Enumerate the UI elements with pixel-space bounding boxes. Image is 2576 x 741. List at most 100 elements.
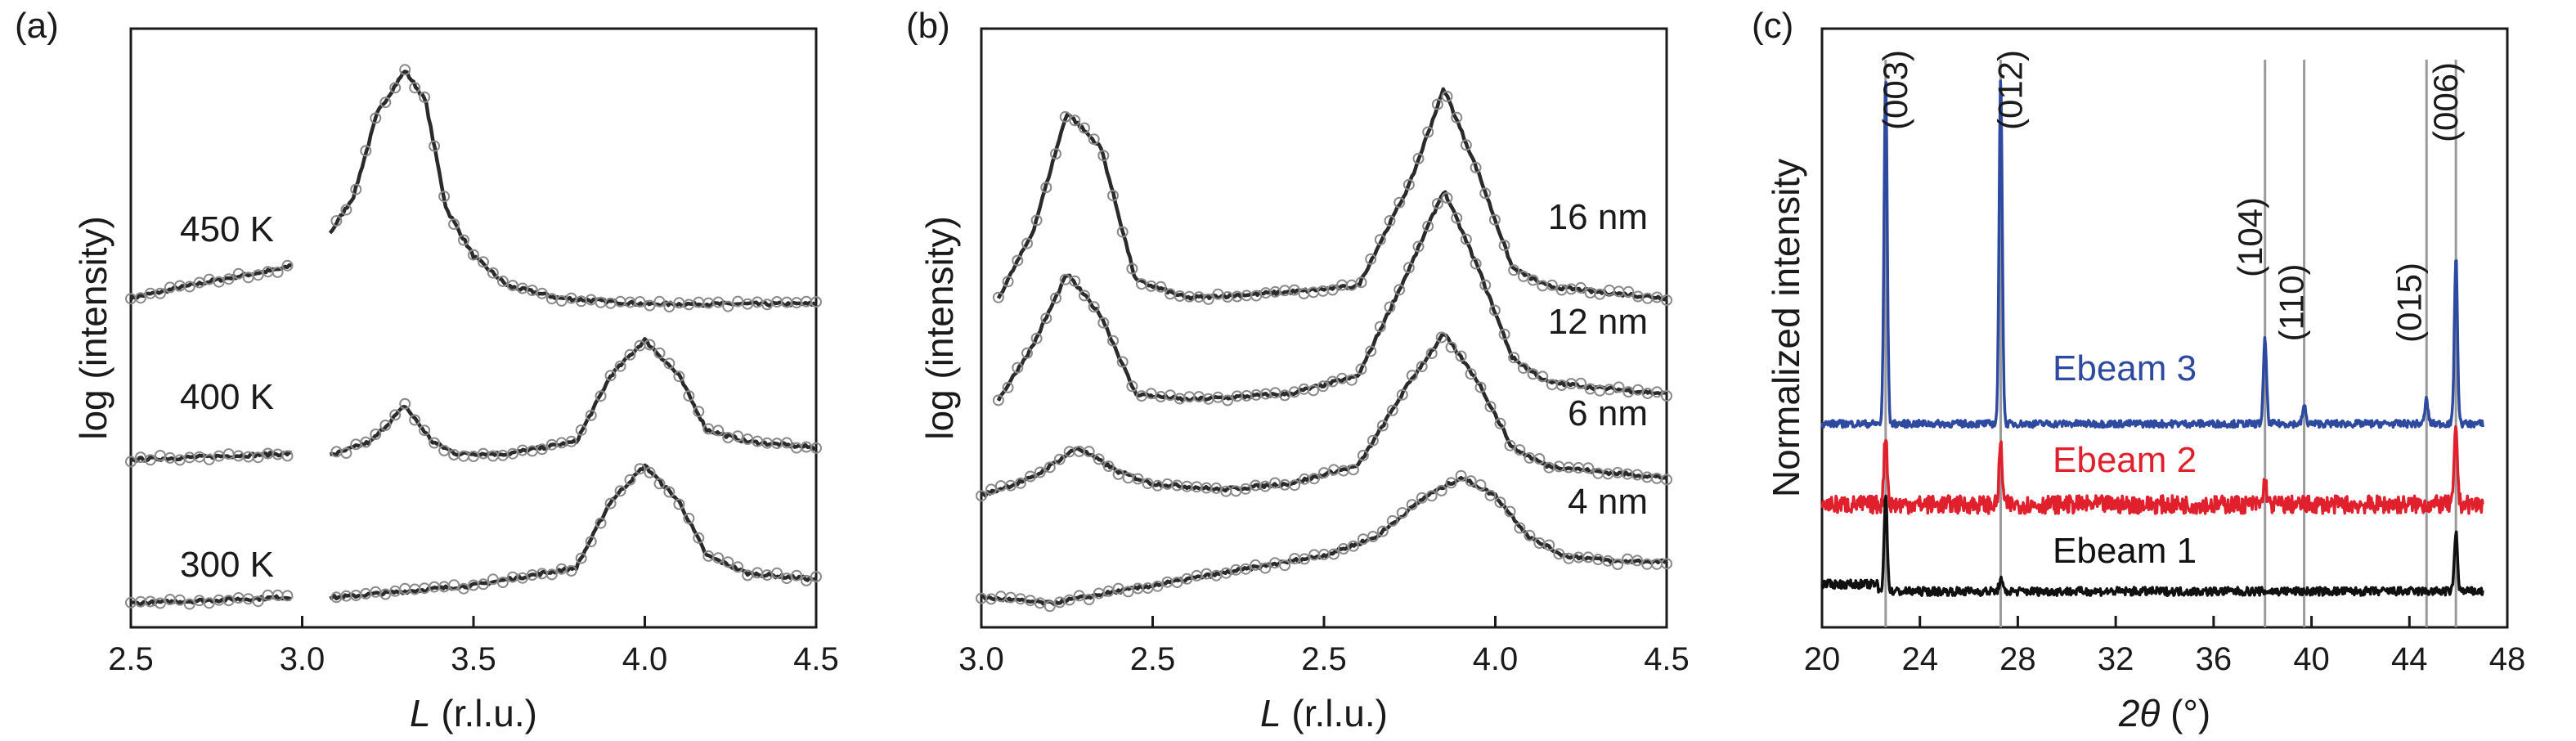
data-point xyxy=(1122,586,1134,598)
curve-label-12-nm: 12 nm xyxy=(1548,302,1648,342)
data-point xyxy=(1050,148,1061,160)
data-point xyxy=(1112,582,1124,595)
panel-b-ticks: 3.0 2.5 2.5 4.0 4.5 xyxy=(958,616,1690,677)
data-point xyxy=(1651,386,1663,398)
data-point xyxy=(1083,446,1095,458)
data-point xyxy=(1622,285,1635,298)
panel-a-letter: (a) xyxy=(15,6,59,46)
data-point xyxy=(1279,389,1291,402)
data-point xyxy=(1661,474,1672,486)
data-point xyxy=(1357,449,1369,461)
data-point xyxy=(1474,479,1487,491)
data-point xyxy=(1460,139,1472,151)
data-point xyxy=(1393,196,1406,209)
panel-a-series-labels: 450 K 400 K 300 K xyxy=(180,209,274,585)
data-point xyxy=(595,517,607,529)
series-line xyxy=(129,70,817,308)
series-300-k xyxy=(125,463,822,610)
data-point xyxy=(1299,553,1311,565)
data-point xyxy=(1374,234,1386,246)
data-point xyxy=(663,486,675,498)
peak-label: (003) xyxy=(1876,50,1914,130)
data-point xyxy=(389,409,402,421)
data-point xyxy=(1612,559,1624,570)
series-line xyxy=(996,87,1668,302)
data-point xyxy=(575,552,587,564)
data-point xyxy=(487,267,499,279)
data-point xyxy=(1451,111,1463,124)
data-point xyxy=(712,296,725,308)
data-point xyxy=(281,590,294,602)
data-point xyxy=(1088,133,1100,146)
data-point xyxy=(985,483,997,496)
data-point xyxy=(419,424,431,437)
panel-a-x-tick-label: 4.5 xyxy=(793,641,839,677)
panel-c-x-tick-label: 44 xyxy=(2391,641,2428,677)
data-point xyxy=(644,339,656,351)
data-point xyxy=(506,447,518,460)
data-point xyxy=(1445,341,1457,353)
panel-c-x-tick-label: 36 xyxy=(2196,641,2233,677)
data-point xyxy=(429,437,441,449)
data-point xyxy=(1514,444,1526,456)
data-point xyxy=(419,91,431,103)
data-point xyxy=(1181,573,1193,585)
data-point xyxy=(1479,187,1492,200)
data-point xyxy=(810,571,822,582)
data-point xyxy=(1069,115,1081,127)
data-point xyxy=(1259,562,1272,574)
data-point xyxy=(1470,258,1482,270)
data-point xyxy=(1220,567,1232,579)
data-point xyxy=(644,299,656,312)
data-point xyxy=(1367,434,1379,447)
data-point xyxy=(360,145,372,157)
panel-a-plot-frame xyxy=(129,27,818,629)
data-point xyxy=(1345,374,1358,386)
data-point xyxy=(712,552,725,564)
data-point xyxy=(1030,332,1043,344)
panel-c-x-tick-label: 20 xyxy=(1804,641,1841,677)
xrd-pattern xyxy=(1820,424,2484,515)
panel-b-x-unit: (r.l.u.) xyxy=(1281,692,1388,734)
data-point xyxy=(653,347,666,359)
data-point xyxy=(1479,279,1492,291)
data-point xyxy=(183,281,195,293)
data-point xyxy=(1151,580,1164,592)
data-point xyxy=(653,295,666,308)
data-point xyxy=(1435,331,1447,344)
panel-c-peak-labels: (003) (012) (104)(110) (015) (006) xyxy=(1876,50,2465,343)
data-point xyxy=(1494,417,1506,429)
data-point xyxy=(1059,110,1071,123)
data-point xyxy=(340,204,352,216)
curve-label-ebeam-2: Ebeam 2 xyxy=(2053,440,2197,480)
panel-c-series xyxy=(1820,79,2484,597)
data-point xyxy=(1034,466,1046,478)
data-point xyxy=(1406,370,1418,382)
data-point xyxy=(1470,161,1482,173)
data-point xyxy=(653,478,666,490)
data-point xyxy=(992,394,1004,406)
data-point xyxy=(1097,150,1110,162)
data-point xyxy=(1527,274,1539,286)
data-point xyxy=(1073,590,1085,602)
curve-label-ebeam-1: Ebeam 1 xyxy=(2053,531,2197,571)
data-point xyxy=(496,577,509,588)
data-point xyxy=(1240,483,1252,495)
data-point xyxy=(438,444,451,456)
panel-a-ticks: 2.5 3.0 3.5 4.0 4.5 xyxy=(108,616,839,677)
data-point xyxy=(1222,394,1234,406)
data-point xyxy=(1318,467,1330,479)
data-point xyxy=(1376,525,1389,537)
data-point xyxy=(1097,317,1110,329)
panel-b-series-labels: 16 nm 12 nm 6 nm 4 nm xyxy=(1548,197,1648,522)
data-point xyxy=(232,267,245,280)
data-point xyxy=(1575,281,1586,294)
panel-c-x-tick-label: 32 xyxy=(2098,641,2134,677)
data-point xyxy=(429,140,441,152)
data-point xyxy=(644,466,656,478)
data-point xyxy=(1279,559,1291,572)
data-point xyxy=(1412,152,1425,164)
data-point xyxy=(683,390,695,402)
panel-c-reference-lines xyxy=(1884,60,2457,627)
series-ebeam-2 xyxy=(1820,424,2484,515)
